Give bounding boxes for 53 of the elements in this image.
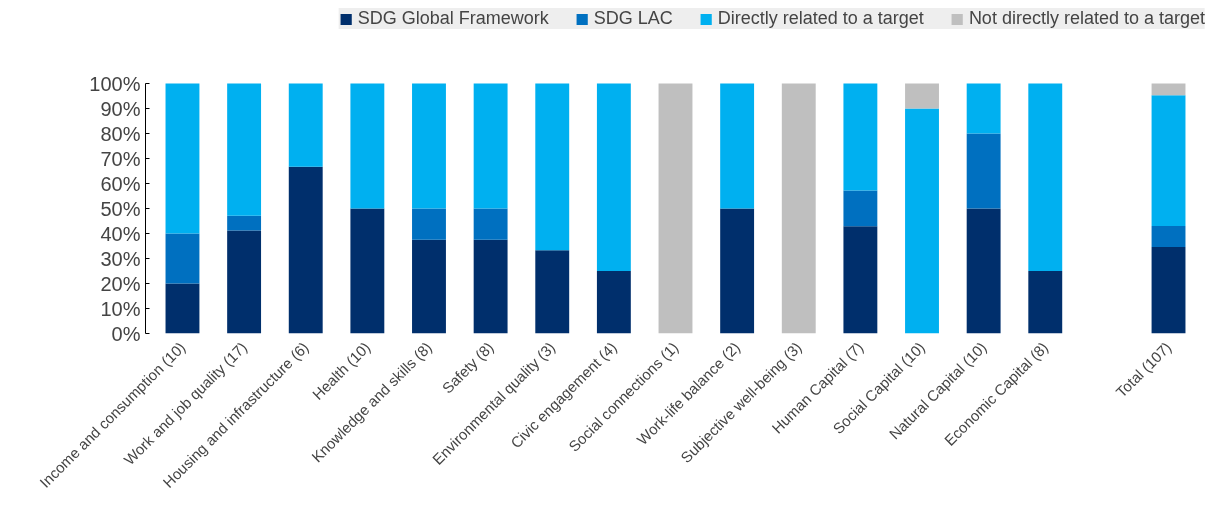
bar — [905, 108, 939, 334]
y-tick-label: 90% — [100, 97, 141, 120]
bar — [658, 83, 693, 334]
bar — [227, 230, 262, 334]
bar — [535, 83, 570, 251]
bar — [905, 83, 939, 109]
bar — [535, 250, 570, 334]
bar — [350, 208, 385, 334]
y-tick-label: 80% — [100, 122, 141, 145]
bar — [288, 166, 323, 334]
bar — [720, 208, 755, 334]
bar — [412, 83, 446, 209]
y-tick-label: 100% — [89, 72, 141, 95]
y-tick-label: 30% — [100, 247, 141, 270]
y-tick-label: 70% — [100, 147, 141, 170]
y-tick-label: 20% — [100, 272, 141, 295]
bar — [596, 83, 631, 271]
legend-label: Not directly related to a target — [968, 8, 1205, 29]
bar — [1028, 83, 1063, 271]
y-tick-label: 40% — [100, 222, 141, 245]
bar — [1151, 226, 1186, 247]
y-tick-label: 10% — [100, 297, 141, 320]
bar — [966, 83, 1001, 134]
bar — [473, 208, 508, 240]
bar — [473, 239, 508, 334]
bar — [1151, 95, 1186, 226]
bar — [1151, 83, 1186, 96]
bar — [165, 283, 200, 334]
bar — [781, 83, 816, 334]
bar — [966, 133, 1001, 209]
bar — [412, 208, 446, 240]
legend-label: Directly related to a target — [717, 8, 924, 29]
y-tick-label: 0% — [111, 322, 141, 345]
bar — [227, 215, 262, 231]
bar — [165, 233, 200, 284]
bar — [288, 83, 323, 167]
bar — [473, 83, 508, 209]
bar — [350, 83, 385, 209]
bar — [1151, 247, 1186, 334]
bar — [966, 208, 1001, 334]
bar — [227, 83, 262, 216]
bar — [720, 83, 755, 209]
bar — [843, 83, 878, 191]
legend-label: SDG LAC — [593, 8, 673, 29]
bar — [843, 226, 878, 334]
y-tick-label: 50% — [100, 197, 141, 220]
bar — [165, 83, 200, 234]
y-tick-label: 60% — [100, 172, 141, 195]
bar — [843, 190, 878, 227]
bar — [412, 239, 446, 334]
bar — [596, 271, 631, 334]
legend-label: SDG Global Framework — [357, 8, 549, 29]
bar — [1028, 271, 1063, 334]
